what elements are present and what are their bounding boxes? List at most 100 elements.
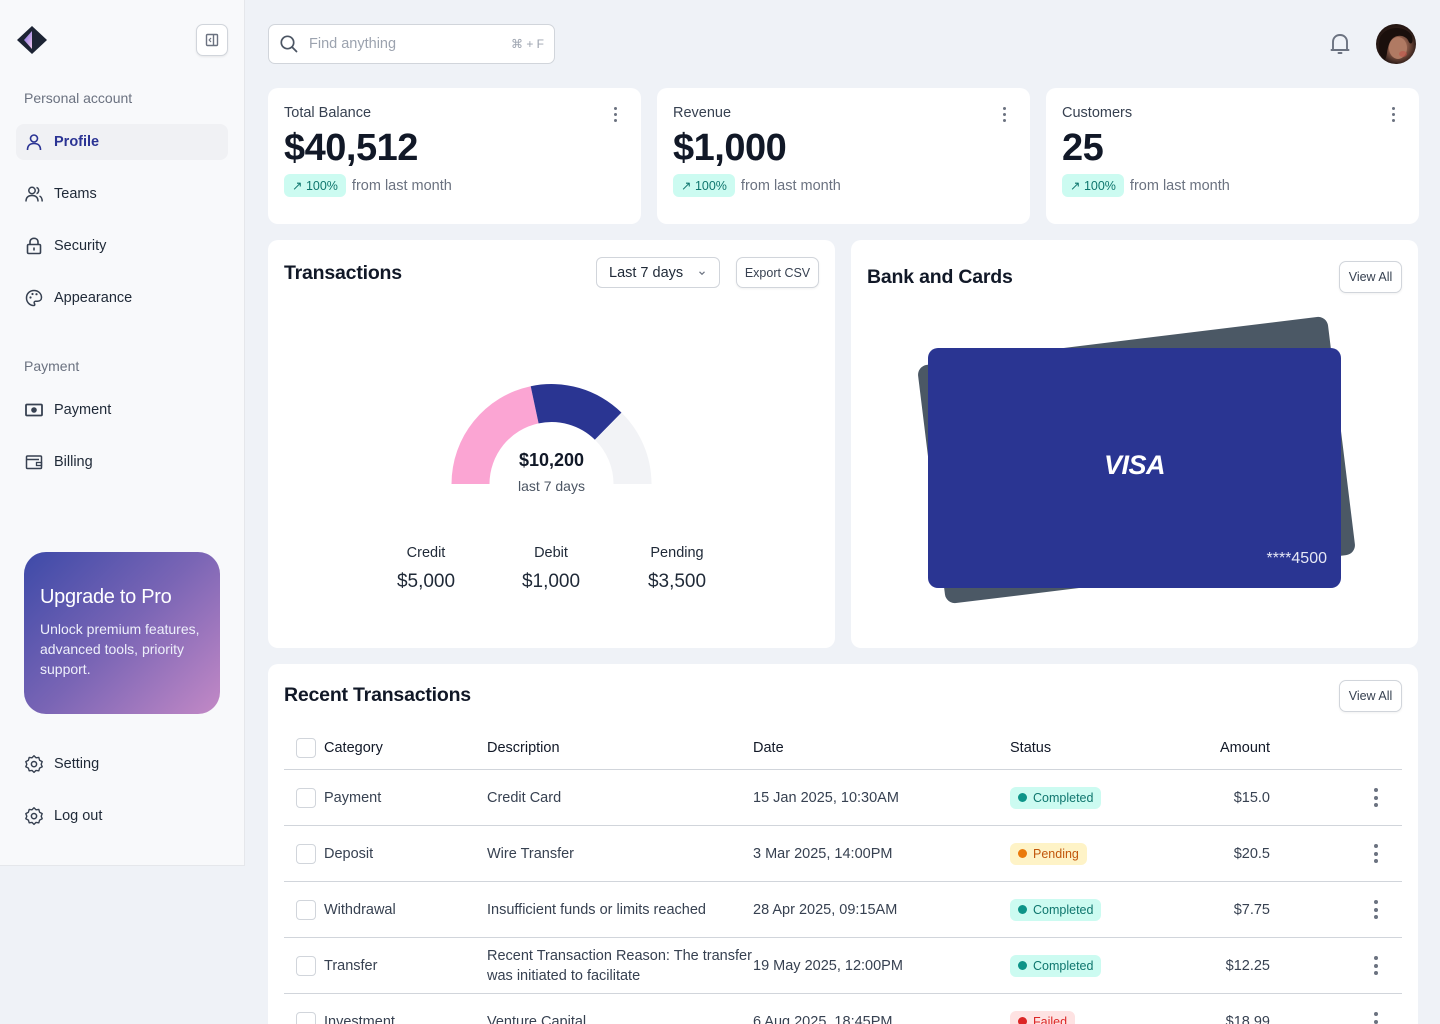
upgrade-description: Unlock premium features, advanced tools,…	[40, 621, 200, 677]
status-badge: Pending	[1010, 842, 1087, 865]
row-more-options-icon[interactable]	[1366, 786, 1386, 810]
bell-icon[interactable]	[1326, 30, 1354, 58]
gauge-subtitle: last 7 days	[518, 478, 585, 494]
cell-category: Transfer	[324, 957, 378, 974]
bank-and-cards-panel: Bank and Cards View All VISA ****4500	[851, 240, 1418, 648]
sidebar-item-label: Security	[54, 238, 107, 254]
gauge-segment-debit	[530, 384, 622, 440]
sidebar-item-teams[interactable]: Teams	[16, 176, 228, 212]
gauge-total: $10,200	[518, 450, 585, 470]
cell-amount: $20.5	[1233, 845, 1270, 862]
lock-icon	[26, 237, 42, 255]
search-bar[interactable]: ⌘ + F	[268, 24, 555, 64]
date-range-value: Last 7 days	[609, 264, 684, 281]
stat-title: Revenue	[673, 105, 732, 121]
cell-description: Recent Transaction Reason: The transfer …	[487, 947, 752, 984]
more-options-icon[interactable]	[994, 104, 1014, 124]
column-header-description[interactable]: Description	[487, 739, 560, 756]
search-icon	[280, 35, 298, 53]
stat-value: $1,000	[673, 127, 787, 169]
column-header-date[interactable]: Date	[753, 739, 784, 756]
status-dot-icon	[1018, 793, 1027, 802]
transactions-gauge-chart	[451, 384, 652, 484]
more-options-icon[interactable]	[1383, 104, 1403, 124]
status-dot-icon	[1018, 905, 1027, 914]
status-dot-icon	[1018, 1017, 1027, 1024]
legend-amount: $1,000	[521, 571, 581, 592]
cell-description: Wire Transfer	[487, 845, 575, 862]
stat-title: Total Balance	[284, 105, 372, 121]
upgrade-to-pro-card[interactable]: Upgrade to Pro Unlock premium features, …	[24, 552, 220, 714]
legend-credit: Credit $5,000	[366, 545, 486, 593]
more-options-icon[interactable]	[605, 104, 625, 124]
stat-change-badge: ↗ 100%	[673, 174, 735, 197]
cell-category: Investment	[324, 1013, 395, 1024]
wallet-icon	[25, 455, 43, 470]
sidebar-item-profile[interactable]: Profile	[16, 124, 228, 160]
cell-date: 3 Mar 2025, 14:00PM	[753, 845, 893, 862]
legend-amount: $3,500	[647, 571, 707, 592]
cell-amount: $18.99	[1225, 1013, 1270, 1024]
status-label: Failed	[1033, 1014, 1068, 1024]
sidebar-item-label: Appearance	[54, 290, 133, 306]
sidebar-item-payment[interactable]: Payment	[16, 392, 228, 428]
table-row[interactable]: Deposit Wire Transfer 3 Mar 2025, 14:00P…	[284, 826, 1402, 882]
select-all-checkbox[interactable]	[296, 737, 316, 758]
cell-description: Insufficient funds or limits reached	[487, 901, 706, 918]
sidebar-item-label: Log out	[54, 808, 103, 824]
users-icon	[25, 186, 43, 202]
upgrade-title: Upgrade to Pro	[40, 586, 172, 608]
search-input[interactable]	[309, 36, 501, 52]
sidebar-item-setting[interactable]: Setting	[16, 746, 228, 782]
collapse-sidebar-button[interactable]	[196, 24, 228, 56]
sidebar-item-security[interactable]: Security	[16, 228, 228, 264]
stat-change-note: from last month	[1129, 177, 1230, 194]
table-row[interactable]: Investment Venture Capital 6 Aug 2025, 1…	[284, 994, 1402, 1024]
sidebar-item-appearance[interactable]: Appearance	[16, 280, 228, 316]
stat-change-note: from last month	[740, 177, 841, 194]
view-all-transactions-button[interactable]: View All	[1339, 680, 1402, 712]
stat-value: $40,512	[284, 127, 418, 169]
status-dot-icon	[1018, 961, 1027, 970]
row-checkbox[interactable]	[296, 843, 316, 864]
row-more-options-icon[interactable]	[1366, 842, 1386, 866]
legend-pending: Pending $3,500	[617, 545, 737, 593]
status-dot-icon	[1018, 849, 1027, 858]
cell-amount: $12.25	[1225, 957, 1270, 974]
view-all-cards-button[interactable]: View All	[1339, 261, 1402, 293]
row-checkbox[interactable]	[296, 1011, 316, 1024]
user-icon	[26, 134, 42, 151]
cell-amount: $15.0	[1233, 789, 1270, 806]
date-range-select[interactable]: Last 7 days	[596, 257, 720, 288]
sidebar-item-billing[interactable]: Billing	[16, 444, 228, 480]
table-row[interactable]: Withdrawal Insufficient funds or limits …	[284, 882, 1402, 938]
table-row[interactable]: Payment Credit Card 15 Jan 2025, 10:30AM…	[284, 770, 1402, 826]
row-checkbox[interactable]	[296, 955, 316, 976]
cell-date: 6 Aug 2025, 18:45PM	[753, 1013, 893, 1024]
status-label: Pending	[1033, 846, 1079, 861]
export-csv-button[interactable]: Export CSV	[736, 257, 819, 288]
row-more-options-icon[interactable]	[1366, 898, 1386, 922]
gauge-segment-credit	[451, 386, 539, 484]
sidebar-item-log-out[interactable]: Log out	[16, 798, 228, 834]
column-header-category[interactable]: Category	[324, 739, 383, 756]
column-header-amount[interactable]: Amount	[1220, 739, 1270, 756]
status-badge: Failed	[1010, 1010, 1076, 1024]
legend-label: Debit	[534, 545, 568, 561]
row-checkbox[interactable]	[296, 899, 316, 920]
gauge-segment-pending	[594, 412, 652, 484]
status-badge: Completed	[1010, 898, 1102, 921]
row-more-options-icon[interactable]	[1366, 1010, 1386, 1024]
row-more-options-icon[interactable]	[1366, 954, 1386, 978]
column-header-status[interactable]: Status	[1010, 739, 1052, 756]
legend-label: Credit	[406, 545, 446, 561]
table-row[interactable]: Transfer Recent Transaction Reason: The …	[284, 938, 1402, 994]
panel-title: Bank and Cards	[867, 266, 1013, 288]
sidebar-item-label: Payment	[54, 402, 112, 418]
row-checkbox[interactable]	[296, 787, 316, 808]
section-label-payment: Payment	[24, 358, 80, 374]
legend-amount: $5,000	[396, 571, 456, 592]
visa-card[interactable]: VISA ****4500	[928, 348, 1341, 588]
user-avatar[interactable]	[1376, 24, 1416, 64]
chevron-down-icon	[699, 270, 705, 275]
